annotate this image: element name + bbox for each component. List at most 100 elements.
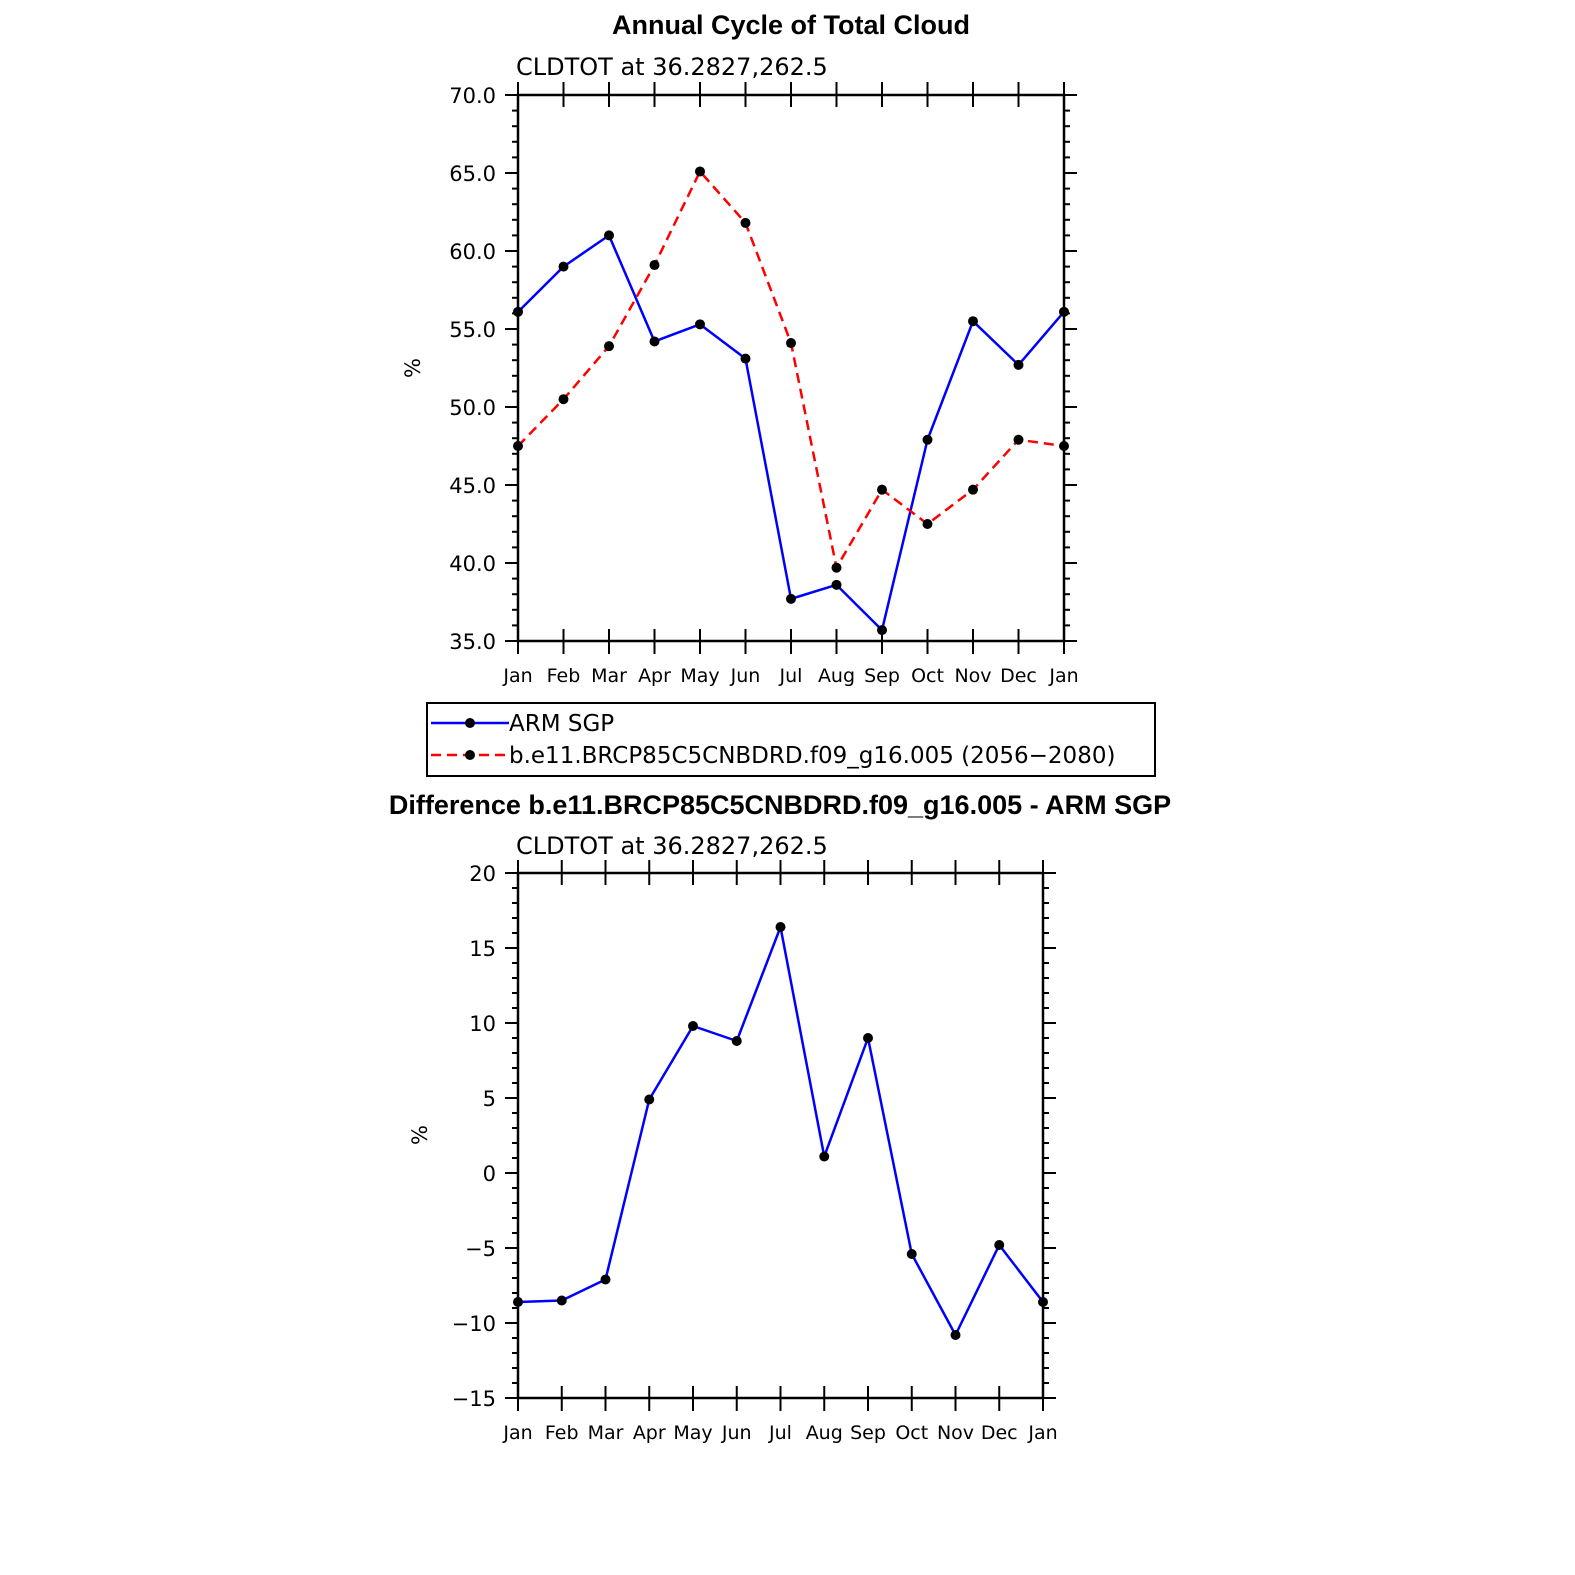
x-tick-label: Dec: [981, 1422, 1018, 1444]
y-axis-ticks: [505, 94, 1077, 642]
y-tick-label: 50.0: [449, 396, 496, 420]
y-axis-label: %: [401, 358, 425, 378]
y-tick-label: 55.0: [449, 318, 496, 342]
legend-entry-0: ARM SGP: [509, 711, 614, 737]
data-point: [644, 1094, 655, 1105]
series-1: [513, 166, 1069, 573]
x-tick-label: Jan: [1027, 1422, 1057, 1444]
data-point: [1013, 359, 1024, 370]
series-line: [517, 170, 1065, 569]
difference-chart: Difference b.e11.BRCP85C5CNBDRD.f09_g16.…: [389, 790, 1171, 1444]
x-tick-label: Apr: [638, 665, 671, 687]
plot-frame: [516, 93, 1066, 643]
x-tick-label: Sep: [864, 665, 900, 687]
y-axis-ticks: [505, 872, 1056, 1399]
data-point: [831, 562, 842, 573]
x-tick-label: May: [673, 1422, 712, 1444]
data-point: [786, 338, 796, 349]
data-point: [968, 316, 978, 327]
x-tick-label: Jul: [768, 1422, 792, 1444]
data-point: [688, 1021, 698, 1031]
y-tick-label: 40.0: [449, 552, 496, 576]
data-point: [922, 519, 933, 529]
data-point: [863, 1033, 873, 1043]
y-tick-label: 65.0: [449, 162, 496, 186]
y-tick-label: 0: [483, 1162, 496, 1186]
data-point: [877, 625, 887, 636]
data-point: [513, 306, 523, 317]
series-0: [513, 922, 1048, 1340]
data-point: [695, 319, 705, 330]
x-tick-label: Dec: [1000, 665, 1037, 687]
data-point: [558, 261, 569, 272]
data-point: [994, 1240, 1005, 1250]
data-point: [831, 579, 842, 590]
x-tick-label: Jun: [721, 1422, 752, 1444]
chart-subtitle: CLDTOT at 36.2827,262.5: [516, 832, 828, 860]
legend: ARM SGP b.e11.BRCP85C5CNBDRD.f09_g16.005 …: [426, 702, 1156, 777]
data-point: [1013, 434, 1024, 445]
y-tick-label: 60.0: [449, 240, 496, 264]
data-point: [1038, 1297, 1048, 1307]
data-point: [1059, 306, 1069, 317]
x-axis-ticks: [517, 82, 1065, 654]
x-tick-label: Nov: [937, 1422, 974, 1444]
x-tick-label: Oct: [911, 665, 944, 687]
data-point: [600, 1274, 611, 1285]
x-tick-label: Oct: [895, 1422, 928, 1444]
data-point: [819, 1151, 830, 1162]
y-tick-label: −15: [452, 1387, 496, 1411]
x-axis-ticks: [517, 860, 1044, 1411]
y-tick-label: 5: [483, 1087, 496, 1111]
series-0: [513, 230, 1069, 636]
data-point: [513, 1297, 523, 1307]
data-point: [513, 441, 523, 451]
x-tick-label: Jun: [730, 665, 761, 687]
data-point: [786, 593, 796, 604]
data-point: [740, 353, 751, 364]
x-tick-label: Nov: [954, 665, 991, 687]
data-point: [775, 922, 786, 932]
data-point: [731, 1036, 742, 1046]
data-point: [649, 336, 660, 347]
x-tick-label: Jan: [502, 665, 532, 687]
data-point: [556, 1295, 567, 1306]
data-point: [950, 1330, 961, 1340]
y-tick-label: 10: [469, 1012, 496, 1036]
legend-marker-0: [465, 718, 475, 728]
legend-box: [426, 702, 1156, 777]
x-tick-label: Feb: [545, 1422, 579, 1444]
data-point: [922, 434, 933, 445]
y-tick-label: −10: [452, 1312, 496, 1336]
legend-entry-1: b.e11.BRCP85C5CNBDRD.f09_g16.005 (2056−2…: [509, 743, 1115, 769]
data-point: [604, 341, 614, 352]
x-tick-label: Feb: [547, 665, 581, 687]
x-tick-label: Sep: [850, 1422, 886, 1444]
x-tick-label: May: [680, 665, 719, 687]
y-tick-label: 15: [469, 937, 496, 961]
series-line: [517, 925, 1044, 1337]
y-tick-label: 35.0: [449, 630, 496, 654]
data-point: [877, 484, 887, 495]
data-point: [649, 260, 660, 271]
data-point: [906, 1249, 917, 1259]
x-tick-label: Aug: [806, 1422, 843, 1444]
y-axis-label: %: [408, 1125, 432, 1145]
x-tick-label: Jan: [1048, 665, 1078, 687]
data-point: [604, 230, 614, 241]
data-point: [1059, 441, 1069, 451]
y-tick-label: −5: [465, 1237, 496, 1261]
data-point: [558, 394, 569, 405]
chart-subtitle: CLDTOT at 36.2827,262.5: [516, 53, 828, 81]
x-tick-label: Apr: [633, 1422, 666, 1444]
x-tick-label: Jul: [779, 665, 803, 687]
x-tick-label: Jan: [502, 1422, 532, 1444]
x-tick-label: Mar: [588, 1422, 624, 1444]
data-point: [695, 166, 705, 177]
y-tick-label: 70.0: [449, 84, 496, 108]
chart-title: Annual Cycle of Total Cloud: [612, 10, 970, 40]
x-tick-label: Aug: [818, 665, 855, 687]
x-tick-label: Mar: [591, 665, 627, 687]
legend-marker-1: [465, 750, 475, 760]
